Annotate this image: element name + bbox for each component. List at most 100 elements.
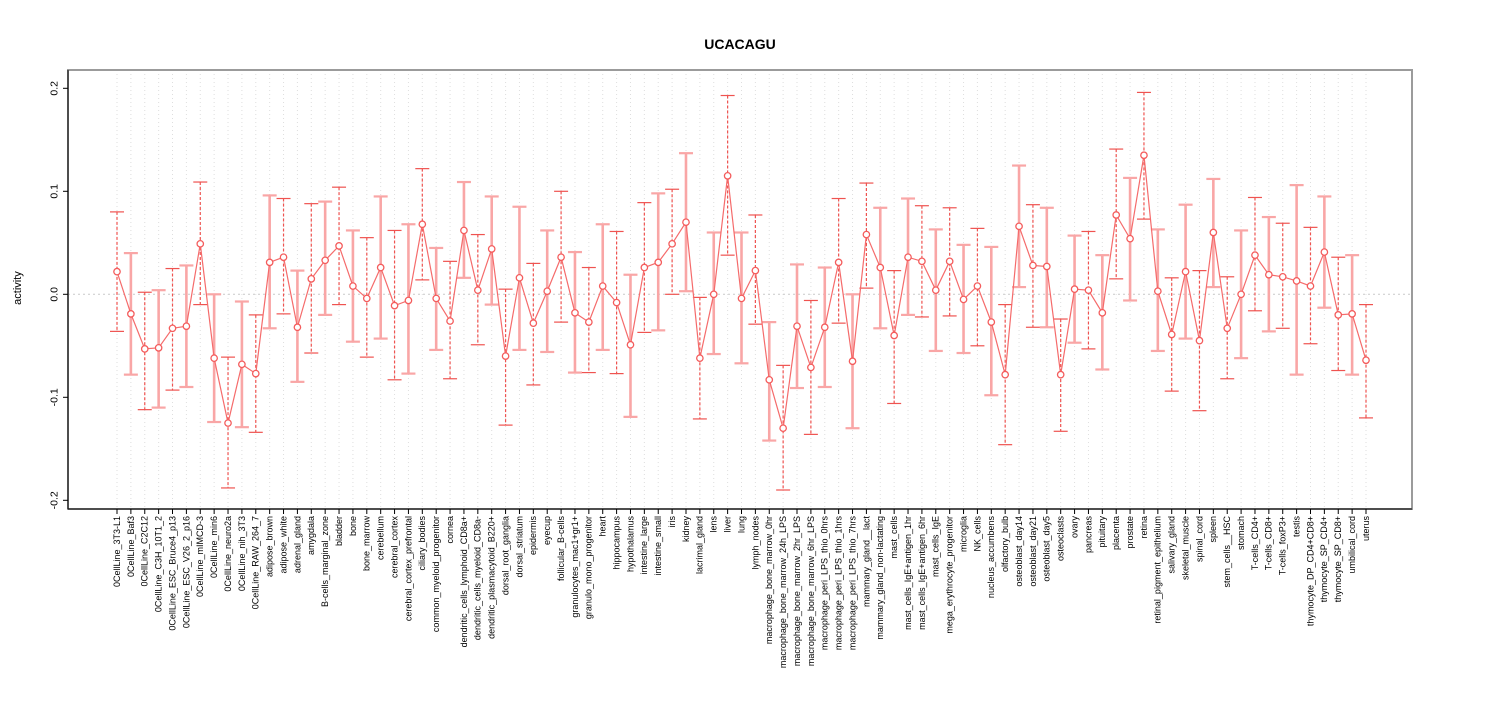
data-point [1348,310,1356,318]
data-point [654,258,663,267]
data-point [1084,286,1093,295]
data-point [1181,267,1190,276]
data-point [238,360,246,369]
data-point [1001,370,1010,379]
data-point [723,172,732,180]
x-tick-label: uterus [1361,516,1371,542]
x-tick-label: 0CellLine_Baf3 [126,516,136,577]
data-point [1334,311,1343,319]
x-tick-label: microglia [958,516,968,552]
data-point [973,282,982,290]
data-point [904,253,912,262]
data-point [1042,262,1051,271]
x-tick-label: epidermis [528,516,538,556]
x-tick-label: macrophage_bone_marrow_24h_LPS [778,516,788,668]
x-tick-label: macrophage_peri_LPS_thio_7hrs [847,516,857,651]
data-point [140,345,149,353]
data-point [640,263,649,272]
data-point [1070,285,1079,293]
data-point [224,419,232,427]
x-tick-label: dendritic_plasmacytoid_B220+ [487,516,497,639]
x-tick-label: 0CellLine_mIMCD-3 [195,516,205,597]
data-point [335,242,343,250]
data-point [1362,356,1370,365]
chart-title: UCACAGU [704,36,776,52]
data-point [987,318,996,326]
data-point [820,323,829,332]
x-tick-label: 0CellLine_ESC_Bruce4_p13 [167,516,177,631]
data-point [196,239,205,248]
x-tick-label: hippocampus [611,516,621,570]
data-point [959,295,968,304]
x-tick-label: 0CellLine_min6 [209,516,219,578]
data-point [543,287,552,296]
x-tick-label: stomach [1236,516,1246,550]
data-point [501,352,510,360]
x-tick-label: testis [1291,516,1301,538]
x-tick-label: mega_erythrocyte_progenitor [945,516,955,634]
x-tick-label: olfactory_bulb [1000,516,1010,572]
y-tick-label: 0.0 [48,287,60,302]
data-point [1029,261,1037,270]
x-tick-label: lymph_nodes [750,516,760,570]
x-tick-label: T-cells_foxP3+ [1278,516,1288,575]
x-tick-label: osteoclasts [1056,516,1066,562]
data-point [154,344,163,352]
x-tick-label: lung [736,516,746,533]
data-point [293,323,302,332]
x-tick-label: retinal_pigment_epithelium [1153,516,1163,624]
x-tick-label: spinal_cord [1194,516,1204,562]
y-tick-label: -0.2 [48,491,60,509]
x-tick-label: cerebellum [376,516,386,560]
x-tick-label: kidney [681,516,691,543]
x-tick-label: T-cells_CD4+ [1250,516,1260,570]
data-point [626,340,635,349]
x-tick-label: mammary_gland__lact [861,516,871,608]
x-tick-label: common_myeloid_progenitor [431,516,441,632]
x-tick-label: 0CellLine_C2C12 [140,516,150,587]
x-tick-label: B-cells_marginal_zone [320,516,330,607]
data-point [418,220,427,229]
data-point [557,253,565,262]
data-point [210,354,218,363]
data-point [834,258,843,267]
data-point [751,266,760,275]
x-tick-label: intestine_small [653,516,663,576]
x-tick-label: 0CellLine_C3H_10T1_2 [154,516,164,612]
data-point [349,282,357,290]
data-point [529,319,538,327]
x-tick-label: granulo_mono_progenitor [584,516,594,619]
x-tick-label: bone_marrow [362,516,372,572]
x-tick-label: stem_cells__HSC [1222,516,1232,588]
x-tick-label: cerebral_cortex [389,516,399,579]
x-tick-label: bladder [334,516,344,546]
data-point [1292,277,1301,285]
data-point [446,317,454,325]
x-tick-label: 0CellLine_3T3-L1 [112,516,122,587]
x-tick-label: 0CellLine_neuro2a [223,516,233,592]
x-tick-label: iris [667,516,677,528]
x-tick-label: amygdala [306,516,316,555]
data-point [571,308,579,317]
x-tick-label: pituitary [1097,516,1107,548]
data-point [113,267,121,276]
x-tick-label: dorsal_striatum [514,516,524,578]
y-tick-label: 0.1 [48,184,60,199]
x-tick-label: NK_cells [972,516,982,552]
x-tick-label: macrophage_bone_marrow_2hr_LPS [792,516,802,666]
data-point [432,294,441,303]
x-tick-label: T-cells_CD8+ [1264,516,1274,570]
data-point [737,294,746,303]
data-point [1126,234,1134,243]
data-point [182,322,191,331]
data-point [321,256,330,265]
data-point [793,322,801,331]
y-tick-label: 0.2 [48,81,60,96]
data-point [848,357,857,366]
x-tick-label: macrophage_peri_LPS_thio_1hrs [834,516,844,651]
data-point [1209,228,1218,237]
data-point [682,218,690,227]
x-tick-label: mast_cells [889,516,899,559]
